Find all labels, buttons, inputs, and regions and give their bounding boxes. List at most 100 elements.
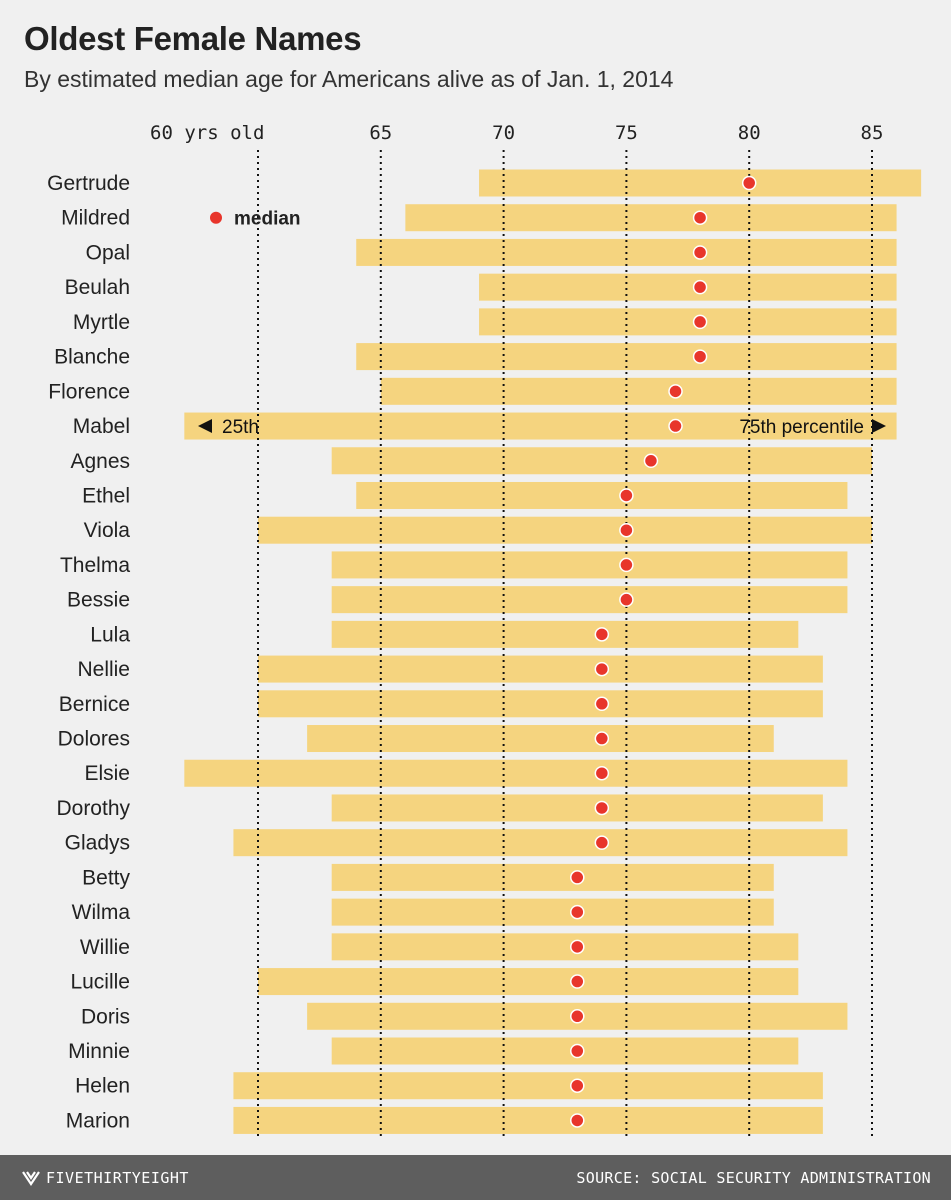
annotation-75th-percentile: 75th percentile xyxy=(739,417,864,438)
left-arrow-icon xyxy=(198,419,212,434)
median-dot-dorothy xyxy=(594,800,610,816)
footer-logo: FIVETHIRTYEIGHT xyxy=(22,1169,189,1187)
median-dot-lula xyxy=(594,627,610,642)
bar-marion xyxy=(233,1106,823,1134)
median-dot-thelma xyxy=(619,557,634,573)
tick-label-70: 70 xyxy=(492,122,515,144)
name-label-bernice: Bernice xyxy=(59,693,130,716)
bar-florence xyxy=(380,377,897,405)
tick-label-65: 65 xyxy=(369,122,392,144)
legend-median-label: median xyxy=(234,209,301,230)
chart-subtitle: By estimated median age for Americans al… xyxy=(24,66,674,92)
median-dot-betty xyxy=(570,870,585,885)
median-dot-mabel xyxy=(668,418,683,434)
bar-viola xyxy=(258,516,872,544)
median-dot-helen xyxy=(570,1078,585,1093)
bar-wilma xyxy=(331,898,774,926)
tick-label-85: 85 xyxy=(861,122,884,144)
annotations: 25th 75th percentile xyxy=(198,417,886,438)
bar-agnes xyxy=(331,447,872,475)
bar-lucille xyxy=(258,968,799,996)
median-dot-bernice xyxy=(594,696,610,712)
median-dot-nellie xyxy=(594,661,610,677)
name-label-elsie: Elsie xyxy=(84,762,130,785)
median-dot-agnes xyxy=(643,453,659,469)
bar-gertrude xyxy=(479,169,922,197)
name-label-myrtle: Myrtle xyxy=(73,311,130,334)
name-label-marion: Marion xyxy=(66,1109,130,1132)
bar-nellie xyxy=(258,655,823,683)
tick-label-75: 75 xyxy=(615,122,638,144)
median-dot-gertrude xyxy=(741,175,757,191)
bar-elsie xyxy=(184,759,848,787)
bar-bessie xyxy=(331,586,848,614)
bar-gladys xyxy=(233,829,848,857)
bar-lula xyxy=(331,620,799,648)
chart-title: Oldest Female Names xyxy=(24,20,362,57)
name-label-bessie: Bessie xyxy=(67,589,130,612)
name-label-agnes: Agnes xyxy=(70,450,130,473)
annotation-25th: 25th xyxy=(222,417,259,438)
median-dot-elsie xyxy=(594,765,610,781)
name-label-florence: Florence xyxy=(48,380,130,403)
footer-logo-text: FIVETHIRTYEIGHT xyxy=(46,1169,189,1187)
median-dot-blanche xyxy=(692,349,708,364)
bar-mabel xyxy=(184,412,897,440)
bar-bernice xyxy=(258,690,823,718)
legend: median xyxy=(210,209,301,230)
median-dot-ethel xyxy=(619,488,634,503)
median-dot-minnie xyxy=(570,1043,585,1059)
median-dot-mildred xyxy=(692,210,708,225)
bar-minnie xyxy=(331,1037,799,1065)
tick-labels: 60 yrs old 65 70 75 80 85 xyxy=(150,122,883,144)
name-label-helen: Helen xyxy=(75,1075,130,1098)
footer-source: SOURCE: SOCIAL SECURITY ADMINISTRATION xyxy=(576,1169,931,1187)
name-label-dorothy: Dorothy xyxy=(56,797,130,820)
median-dot-opal xyxy=(692,245,708,260)
name-label-doris: Doris xyxy=(81,1005,130,1028)
right-arrow-icon xyxy=(872,419,886,434)
name-label-gladys: Gladys xyxy=(65,832,130,855)
legend-dot-icon xyxy=(210,211,222,224)
median-dot-doris xyxy=(570,1009,585,1024)
median-dot-gladys xyxy=(594,835,610,850)
median-dots xyxy=(570,175,757,1128)
median-dot-bessie xyxy=(619,592,634,607)
footer: FIVETHIRTYEIGHT SOURCE: SOCIAL SECURITY … xyxy=(0,1155,951,1200)
bars-layer xyxy=(184,169,922,1134)
median-dot-willie xyxy=(570,939,585,955)
name-label-gertrude: Gertrude xyxy=(47,172,130,195)
median-dot-myrtle xyxy=(692,314,708,330)
name-label-nellie: Nellie xyxy=(77,658,130,681)
name-label-mildred: Mildred xyxy=(61,207,130,230)
median-dot-beulah xyxy=(692,279,708,295)
name-label-lula: Lula xyxy=(90,623,130,646)
name-label-mabel: Mabel xyxy=(73,415,130,438)
name-label-blanche: Blanche xyxy=(54,346,130,369)
grid-layer xyxy=(257,150,873,1138)
bar-betty xyxy=(331,863,774,891)
median-dot-dolores xyxy=(594,731,610,746)
name-label-minnie: Minnie xyxy=(68,1040,130,1063)
name-label-thelma: Thelma xyxy=(60,554,130,577)
name-label-wilma: Wilma xyxy=(72,901,131,924)
name-label-dolores: Dolores xyxy=(58,728,130,751)
name-label-ethel: Ethel xyxy=(82,484,130,507)
median-dot-lucille xyxy=(570,974,585,989)
bar-helen xyxy=(233,1072,823,1100)
bar-dolores xyxy=(307,725,774,753)
bar-willie xyxy=(331,933,799,961)
name-label-viola: Viola xyxy=(84,519,131,542)
name-label-beulah: Beulah xyxy=(65,276,130,299)
bar-beulah xyxy=(479,273,897,301)
bar-dorothy xyxy=(331,794,823,822)
bar-ethel xyxy=(356,481,848,509)
name-labels: Gertrude Mildred Opal Beulah Myrtle Blanche Fl… xyxy=(47,172,130,1132)
name-label-opal: Opal xyxy=(86,241,130,264)
fivethirtyeight-logo-icon xyxy=(22,1171,40,1186)
median-dot-viola xyxy=(619,522,634,538)
tick-label-60: 60 yrs old xyxy=(150,122,264,144)
tick-label-80: 80 xyxy=(738,122,761,144)
name-label-willie: Willie xyxy=(80,936,130,959)
median-dot-wilma xyxy=(570,904,585,920)
